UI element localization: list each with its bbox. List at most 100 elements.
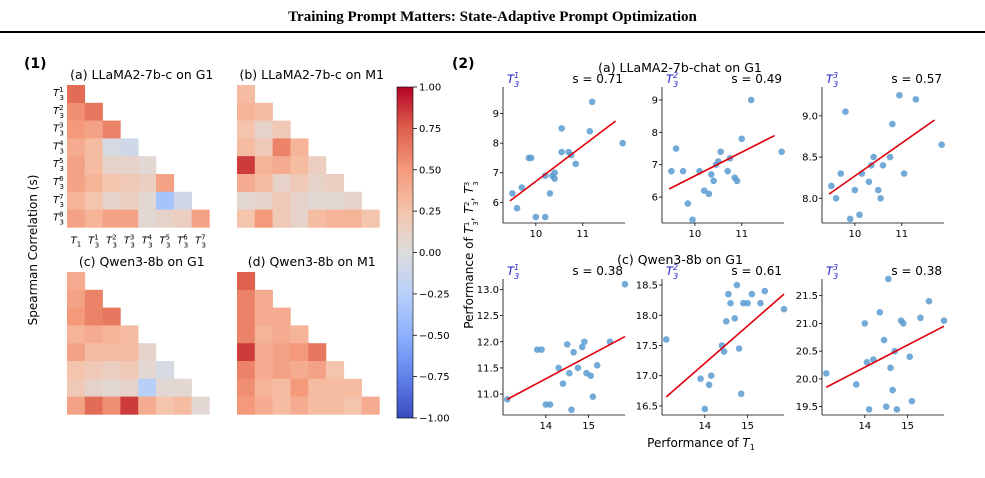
- scatter-point: [735, 345, 743, 352]
- colorbar-tick-label: 0.50: [419, 165, 441, 176]
- scatter-ytick-label: 19.5: [796, 402, 818, 413]
- scatter-point: [733, 281, 741, 289]
- scatter-point: [733, 177, 741, 185]
- scatter-point: [893, 406, 901, 413]
- heatmap-cell: [290, 396, 309, 415]
- heatmap-col-label: T6 3: [177, 233, 188, 249]
- scatter-ylabel: Performance of T13, T23, T33: [462, 181, 480, 328]
- heatmap-cell: [237, 325, 256, 344]
- scatter-point: [896, 91, 903, 99]
- page-header: Training Prompt Matters: State-Adaptive …: [0, 0, 985, 34]
- scatter-xtick-label: 11: [735, 229, 748, 240]
- colorbar-tick-label: −0.25: [419, 289, 450, 300]
- scatter-xtick-label: 14: [858, 421, 871, 432]
- scatter-ytick-label: 6: [652, 193, 658, 204]
- heatmap-cell: [173, 396, 192, 415]
- scatter-point: [908, 397, 916, 405]
- heatmap-cell: [237, 289, 256, 308]
- scatter-series-label: T1 3: [507, 71, 519, 89]
- scatter-point: [761, 287, 769, 295]
- heatmap-cell: [102, 307, 121, 326]
- heatmap-cell: [308, 343, 327, 362]
- heatmap-cell: [237, 120, 256, 139]
- panel2-label: (2): [452, 56, 475, 72]
- heatmap-cell: [138, 343, 157, 362]
- scatter-point: [710, 177, 717, 185]
- scatter-stat: s = 0.57: [891, 72, 942, 86]
- heatmap-cell: [156, 191, 175, 210]
- heatmap-cell: [120, 343, 139, 362]
- scatter-ytick-label: 6: [493, 198, 499, 209]
- heatmap-cell: [343, 396, 362, 415]
- heatmap-cell: [361, 396, 380, 415]
- heatmap-cell: [138, 174, 157, 193]
- scatter-ytick-label: 8.0: [802, 194, 818, 205]
- colorbar-tick-label: 0.25: [419, 207, 441, 218]
- heatmap-cell: [290, 343, 309, 362]
- heatmap-cell: [120, 191, 139, 210]
- heatmap-cell: [120, 156, 139, 175]
- scatter-point: [707, 372, 715, 380]
- heatmap-cell: [173, 378, 192, 397]
- scatter-point: [852, 381, 860, 388]
- heatmap-cell: [326, 209, 345, 228]
- scatter-point: [705, 381, 713, 389]
- heatmap-cell: [237, 174, 256, 193]
- heatmap-cell: [102, 174, 121, 193]
- heatmap-cell: [237, 272, 256, 291]
- scatter-ytick-label: 12.0: [477, 337, 499, 348]
- scatter-ytick-label: 21.5: [796, 291, 818, 302]
- scatter-xtick-label: 11: [895, 229, 908, 240]
- scatter-ytick-label: 18.0: [636, 311, 658, 322]
- heatmap-cell: [254, 361, 273, 380]
- heatmap-cell: [290, 209, 309, 228]
- heatmap-cell: [102, 396, 121, 415]
- scatter-point: [581, 338, 588, 346]
- heatmap-cell: [272, 156, 291, 175]
- heatmap-col-label: T2 3: [106, 233, 117, 249]
- scatter-point: [748, 290, 756, 298]
- scatter-fit-line: [506, 335, 626, 401]
- heatmap-cell: [308, 361, 327, 380]
- scatter-point: [689, 216, 696, 224]
- heatmap-cell: [191, 396, 210, 415]
- scatter-point: [722, 318, 730, 325]
- scatter-point: [885, 275, 892, 283]
- heatmap-cell: [120, 209, 139, 228]
- scatter-point: [727, 299, 734, 307]
- scatter-series-label: T2 3: [666, 263, 678, 281]
- heatmap-cell: [138, 209, 157, 228]
- heatmap-col-label: T7 3: [195, 233, 206, 249]
- scatter-point: [724, 167, 731, 175]
- scatter-stat: s = 0.71: [572, 72, 623, 86]
- scatter-point: [541, 172, 549, 179]
- scatter-point: [725, 290, 732, 298]
- heatmap-cell: [67, 138, 86, 157]
- heatmap-cell: [84, 102, 103, 121]
- heatmap-cell: [102, 191, 121, 210]
- page-title: Training Prompt Matters: State-Adaptive …: [288, 9, 697, 25]
- heatmap-cell: [102, 138, 121, 157]
- heatmap-cell: [237, 396, 256, 415]
- scatter-row2-title: (c) Qwen3-8b on G1: [617, 252, 743, 267]
- heatmap-cell: [290, 361, 309, 380]
- scatter-ytick-label: 16.5: [636, 401, 658, 412]
- scatter-xtick-label: 11: [576, 229, 589, 240]
- scatter-ytick-label: 20.5: [796, 347, 818, 358]
- scatter-point: [513, 204, 521, 212]
- heatmap-cell: [254, 102, 273, 121]
- heatmap-cell: [272, 343, 291, 362]
- scatter-point: [738, 135, 746, 143]
- scatter-point: [757, 299, 764, 307]
- heatmap-cell: [290, 156, 309, 175]
- scatter-point: [900, 170, 908, 177]
- heatmap-cell: [237, 361, 256, 380]
- scatter-point: [587, 372, 595, 380]
- scatter-point: [870, 153, 877, 161]
- heatmap-cell: [254, 191, 273, 210]
- scatter-point: [880, 336, 888, 344]
- heatmap-cell: [308, 209, 327, 228]
- heatmap-cell: [308, 396, 327, 415]
- scatter-point: [877, 194, 884, 202]
